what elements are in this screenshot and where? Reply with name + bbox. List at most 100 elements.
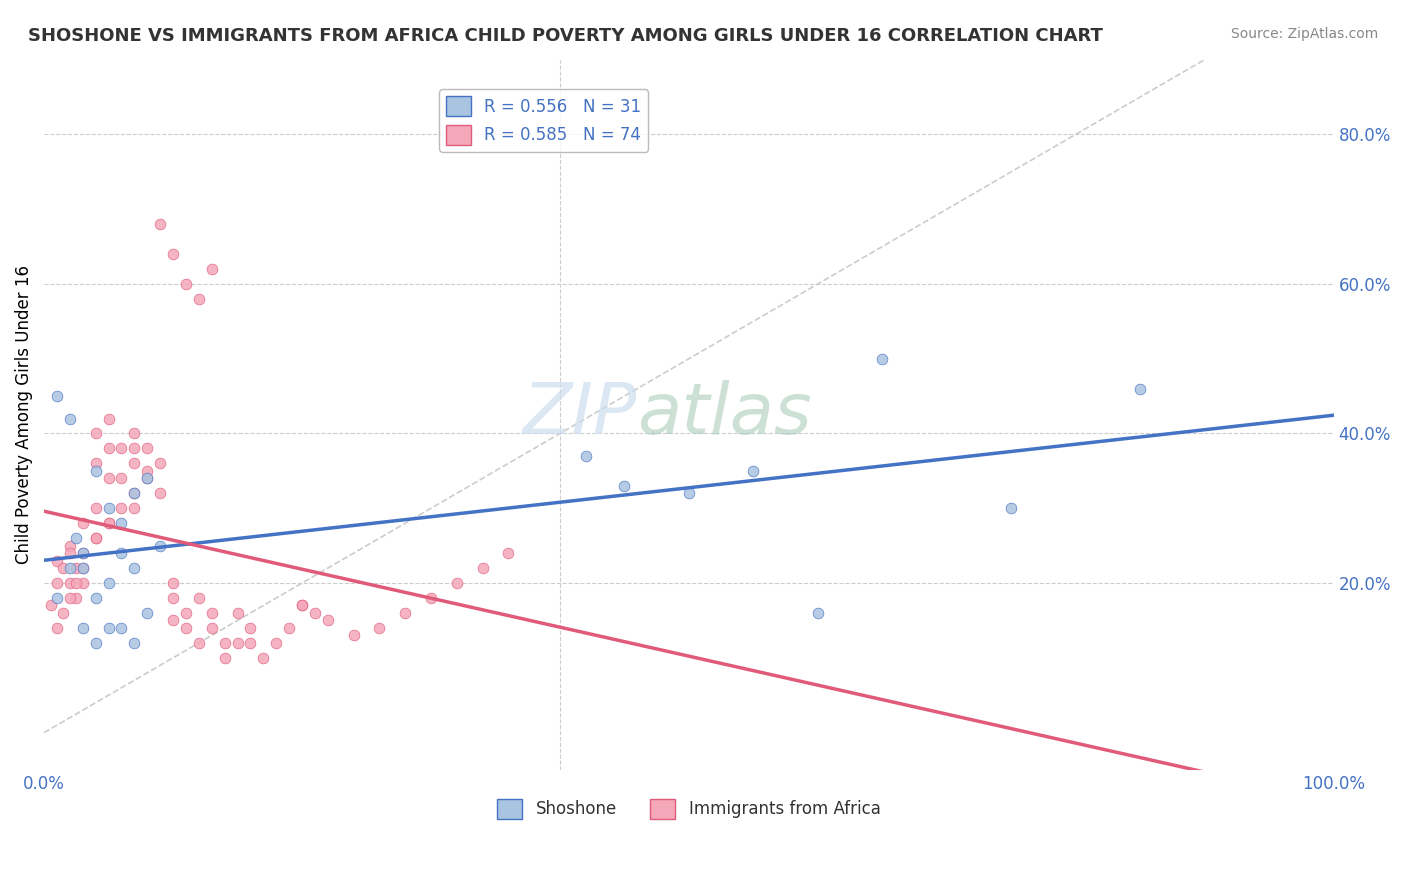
Point <box>72 546 94 560</box>
Text: SHOSHONE VS IMMIGRANTS FROM AFRICA CHILD POVERTY AMONG GIRLS UNDER 16 CORRELATIO: SHOSHONE VS IMMIGRANTS FROM AFRICA CHILD… <box>28 27 1102 45</box>
Point <box>72 621 94 635</box>
Point <box>46 389 69 403</box>
Point <box>124 486 146 500</box>
Point <box>136 606 159 620</box>
Point <box>84 501 107 516</box>
Point <box>124 457 146 471</box>
Point <box>149 539 172 553</box>
Point <box>65 561 87 575</box>
Point <box>291 599 314 613</box>
Point <box>174 621 197 635</box>
Point <box>368 621 391 635</box>
Point <box>97 621 120 635</box>
Point <box>84 426 107 441</box>
Point <box>84 636 107 650</box>
Point <box>446 576 468 591</box>
Point <box>110 442 132 456</box>
Point <box>226 606 249 620</box>
Point <box>124 636 146 650</box>
Point <box>84 531 107 545</box>
Point <box>291 599 314 613</box>
Point <box>59 411 82 425</box>
Point <box>575 449 598 463</box>
Point <box>678 486 700 500</box>
Text: Source: ZipAtlas.com: Source: ZipAtlas.com <box>1230 27 1378 41</box>
Point <box>97 442 120 456</box>
Point <box>162 614 184 628</box>
Point <box>136 442 159 456</box>
Point <box>149 217 172 231</box>
Point <box>162 247 184 261</box>
Point <box>46 553 69 567</box>
Point <box>72 561 94 575</box>
Point <box>110 621 132 635</box>
Point <box>252 650 274 665</box>
Point <box>46 621 69 635</box>
Point <box>174 277 197 291</box>
Y-axis label: Child Poverty Among Girls Under 16: Child Poverty Among Girls Under 16 <box>15 265 32 565</box>
Point <box>110 501 132 516</box>
Point <box>124 501 146 516</box>
Point <box>59 546 82 560</box>
Point <box>187 591 209 605</box>
Point <box>97 516 120 531</box>
Legend: Shoshone, Immigrants from Africa: Shoshone, Immigrants from Africa <box>491 792 887 826</box>
Point <box>46 576 69 591</box>
Point <box>65 531 87 545</box>
Point <box>201 262 224 277</box>
Point <box>59 539 82 553</box>
Point <box>342 628 364 642</box>
Point <box>136 471 159 485</box>
Point <box>124 426 146 441</box>
Point <box>394 606 416 620</box>
Point <box>110 516 132 531</box>
Point <box>59 561 82 575</box>
Point <box>1129 382 1152 396</box>
Point <box>124 561 146 575</box>
Point <box>72 516 94 531</box>
Point <box>316 614 339 628</box>
Point <box>239 636 262 650</box>
Point <box>872 351 894 366</box>
Point <box>201 606 224 620</box>
Point <box>304 606 326 620</box>
Point <box>264 636 287 650</box>
Point <box>65 576 87 591</box>
Point <box>214 636 236 650</box>
Point <box>498 546 520 560</box>
Point <box>59 576 82 591</box>
Point <box>72 546 94 560</box>
Point <box>110 546 132 560</box>
Point <box>226 636 249 650</box>
Point <box>97 411 120 425</box>
Point <box>187 292 209 306</box>
Point <box>84 464 107 478</box>
Point <box>214 650 236 665</box>
Point <box>84 591 107 605</box>
Point <box>65 591 87 605</box>
Point <box>46 591 69 605</box>
Point <box>39 599 62 613</box>
Text: ZIP: ZIP <box>523 380 637 450</box>
Point <box>807 606 830 620</box>
Point <box>84 457 107 471</box>
Point <box>97 516 120 531</box>
Point <box>149 486 172 500</box>
Point <box>97 576 120 591</box>
Point <box>1000 501 1022 516</box>
Point <box>124 442 146 456</box>
Point <box>420 591 443 605</box>
Point <box>239 621 262 635</box>
Point <box>52 606 75 620</box>
Point <box>162 576 184 591</box>
Point <box>278 621 301 635</box>
Point <box>162 591 184 605</box>
Point <box>136 471 159 485</box>
Point <box>471 561 494 575</box>
Point <box>201 621 224 635</box>
Text: atlas: atlas <box>637 380 811 450</box>
Point <box>187 636 209 650</box>
Point <box>72 576 94 591</box>
Point <box>149 457 172 471</box>
Point <box>110 471 132 485</box>
